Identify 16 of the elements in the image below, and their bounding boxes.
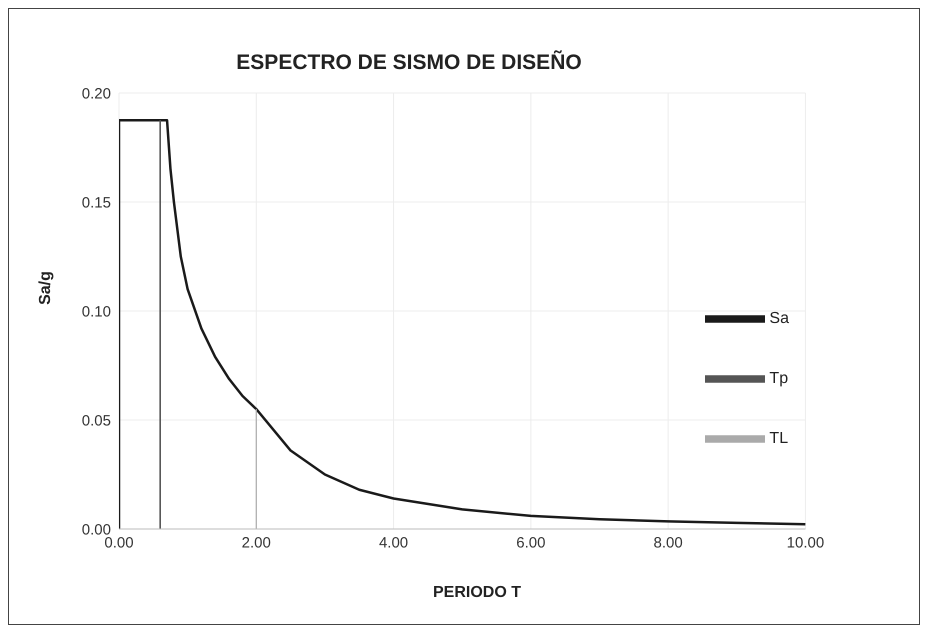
y-tick-label: 0.20 [82, 85, 111, 102]
line-series [119, 119, 806, 529]
legend-label: Tp [769, 370, 788, 388]
x-tick-label: 2.00 [242, 534, 271, 552]
y-tick-label: 0.10 [82, 303, 111, 320]
y-tick-label: 0.15 [82, 194, 111, 212]
x-tick-label: 4.00 [378, 534, 408, 552]
chart-title: ESPECTRO DE SISMO DE DISEÑO [235, 51, 583, 75]
legend-label: TL [769, 430, 788, 448]
x-axis-title: PERIODO T [432, 584, 522, 602]
y-tick-label: 0.05 [82, 412, 111, 430]
x-tick-label: 10.00 [786, 534, 824, 552]
x-tick-label: 6.00 [516, 534, 546, 552]
legend-label: Sa [769, 310, 789, 328]
x-tick-label: 8.00 [654, 534, 683, 552]
y-axis-title: Sa/g [36, 271, 55, 305]
